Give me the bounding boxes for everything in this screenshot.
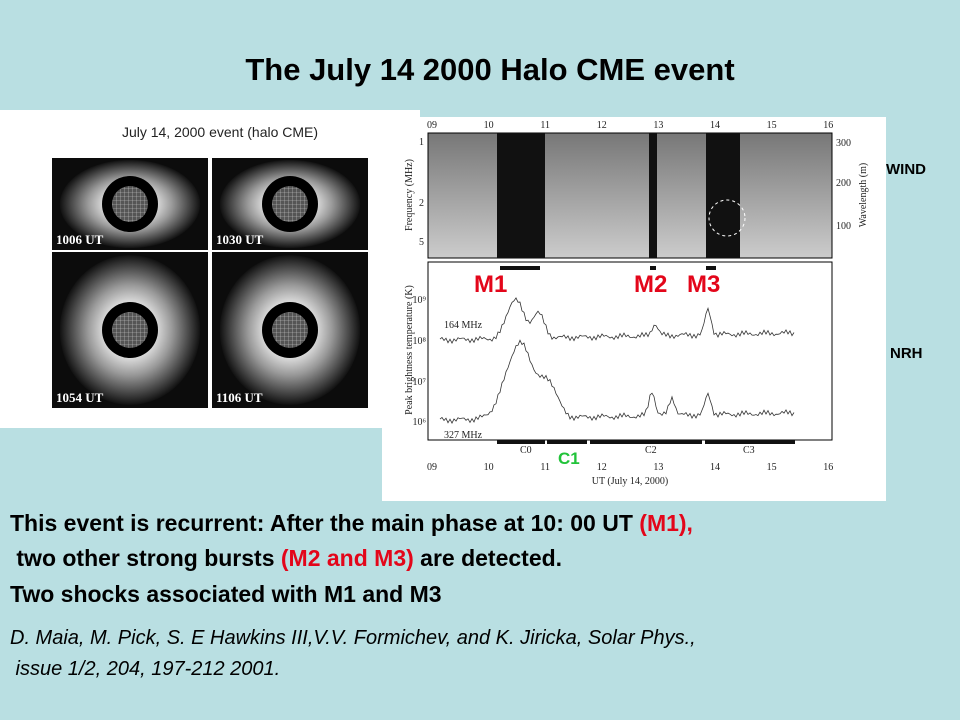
hour-label: 13 [653,462,663,473]
instrument-label: WIND [886,161,926,178]
hour-label: 14 [710,462,720,473]
axis-label: UT (July 14, 2000) [592,476,668,487]
hour-label: 10 [484,462,494,473]
hour-label: 12 [597,462,607,473]
hour-label: 15 [767,120,777,131]
body-line: two other strong bursts (M2 and M3) are … [10,545,562,571]
hour-label: 12 [597,120,607,131]
left-figure: July 14, 2000 event (halo CME) 1006 UT 10… [0,110,420,428]
body-line: This event is recurrent: After the main … [10,510,693,536]
tick-label: 300 [836,138,851,149]
highlight: (M1), [639,510,693,536]
text: This event is recurrent: After the main … [10,510,639,536]
period-label: C0 [520,445,532,456]
text: two other strong bursts [10,545,281,571]
time-label: 1030 UT [216,232,264,247]
instrument-label: NRH [890,345,923,362]
axis-label: Wavelength (m) [858,163,869,227]
marker-label: M1 [474,271,507,298]
curve-label: 327 MHz [444,430,483,441]
hour-label: 15 [767,462,777,473]
marker-label: C1 [558,449,580,468]
axis-label: Frequency (MHz) [404,159,415,231]
text: are detected. [414,545,562,571]
sun-disk [112,312,148,348]
highlight: (M2 and M3) [281,545,414,571]
figure-title: July 14, 2000 event (halo CME) [122,124,318,140]
tick-label: 10⁸ [413,336,427,347]
hour-label: 14 [710,120,720,131]
hour-label: 09 [427,462,437,473]
hour-label: 16 [823,120,833,131]
hour-label: 16 [823,462,833,473]
sun-disk [112,186,148,222]
sun-disk [272,312,308,348]
axis-label: Peak brightness temperature (K) [404,285,415,415]
tick-label: 10⁷ [413,377,427,388]
body-line: Two shocks associated with M1 and M3 [10,581,442,607]
tick-label: 10⁹ [413,295,427,306]
time-label: 1054 UT [56,390,104,405]
hour-label: 11 [540,120,550,131]
slide-title: The July 14 2000 Halo CME event [245,52,734,87]
marker-label: M2 [634,271,667,298]
period-label: C2 [645,445,657,456]
tick-label: 100 [836,221,851,232]
hour-label: 09 [427,120,437,131]
right-figure: Frequency (MHz) Wavelength (m) Peak brig… [382,117,886,501]
hour-label: 11 [540,462,550,473]
tick-label: 200 [836,178,851,189]
marker-label: M3 [687,271,720,298]
time-label: 1106 UT [216,390,263,405]
hour-label: 13 [653,120,663,131]
tick-label: 2 [419,198,424,209]
sun-disk [272,186,308,222]
citation: D. Maia, M. Pick, S. E Hawkins III,V.V. … [10,627,696,649]
tick-label: 10⁶ [413,417,427,428]
tick-label: 1 [419,137,424,148]
citation: issue 1/2, 204, 197-212 2001. [10,658,280,680]
time-label: 1006 UT [56,232,104,247]
tick-label: 5 [419,237,424,248]
curve-label: 164 MHz [444,320,483,331]
period-label: C3 [743,445,755,456]
hour-label: 10 [484,120,494,131]
overlays: M1 M2 M3 [474,271,720,298]
